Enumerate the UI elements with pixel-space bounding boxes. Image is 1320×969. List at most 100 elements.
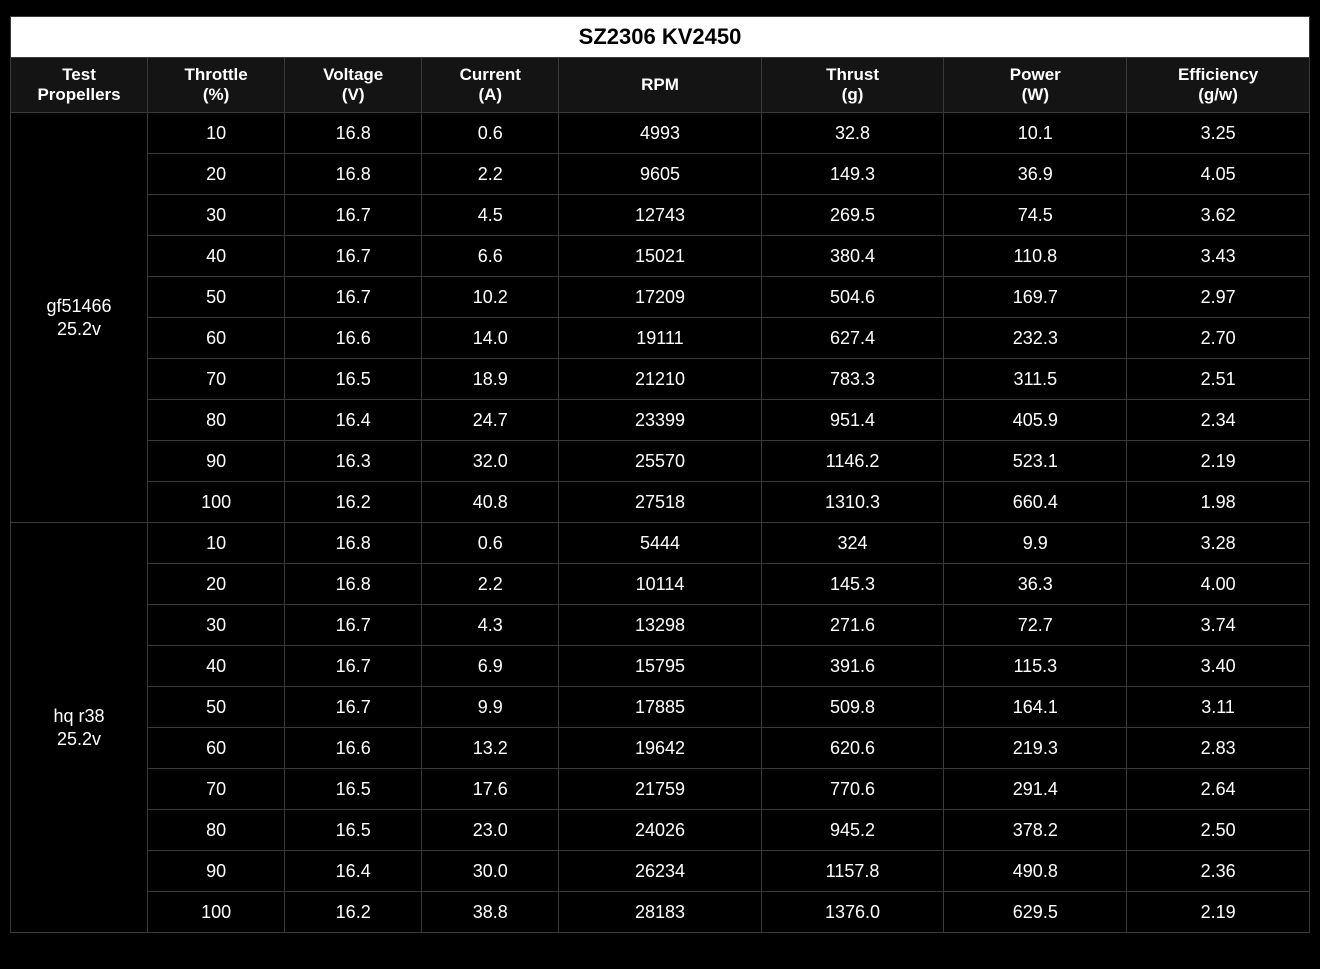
data-cell: 3.11 — [1127, 687, 1310, 728]
data-cell: 16.4 — [285, 400, 422, 441]
table-row: hq r3825.2v1016.80.654443249.93.28 — [11, 523, 1310, 564]
data-cell: 291.4 — [944, 769, 1127, 810]
data-cell: 9605 — [559, 154, 761, 195]
data-cell: 19642 — [559, 728, 761, 769]
data-cell: 38.8 — [422, 892, 559, 933]
data-cell: 2.19 — [1127, 892, 1310, 933]
data-cell: 10.2 — [422, 277, 559, 318]
data-cell: 2.2 — [422, 154, 559, 195]
data-cell: 2.97 — [1127, 277, 1310, 318]
data-cell: 269.5 — [761, 195, 944, 236]
data-cell: 20 — [148, 564, 285, 605]
data-cell: 3.25 — [1127, 113, 1310, 154]
data-cell: 40 — [148, 236, 285, 277]
data-cell: 4.3 — [422, 605, 559, 646]
data-cell: 3.28 — [1127, 523, 1310, 564]
col-head-current: Current (A) — [422, 58, 559, 113]
data-cell: 405.9 — [944, 400, 1127, 441]
data-cell: 10.1 — [944, 113, 1127, 154]
data-cell: 16.7 — [285, 236, 422, 277]
data-cell: 16.8 — [285, 523, 422, 564]
table-row: 10016.238.8281831376.0629.52.19 — [11, 892, 1310, 933]
data-cell: 16.2 — [285, 892, 422, 933]
data-cell: 783.3 — [761, 359, 944, 400]
data-cell: 629.5 — [944, 892, 1127, 933]
table-row: 5016.79.917885509.8164.13.11 — [11, 687, 1310, 728]
data-cell: 40.8 — [422, 482, 559, 523]
data-cell: 3.43 — [1127, 236, 1310, 277]
data-cell: 16.8 — [285, 113, 422, 154]
data-cell: 25570 — [559, 441, 761, 482]
data-cell: 3.62 — [1127, 195, 1310, 236]
data-cell: 14.0 — [422, 318, 559, 359]
data-cell: 0.6 — [422, 113, 559, 154]
data-cell: 1376.0 — [761, 892, 944, 933]
data-cell: 945.2 — [761, 810, 944, 851]
table-row: 8016.424.723399951.4405.92.34 — [11, 400, 1310, 441]
data-cell: 378.2 — [944, 810, 1127, 851]
data-cell: 2.70 — [1127, 318, 1310, 359]
data-cell: 169.7 — [944, 277, 1127, 318]
data-cell: 10114 — [559, 564, 761, 605]
data-cell: 21210 — [559, 359, 761, 400]
data-cell: 380.4 — [761, 236, 944, 277]
data-cell: 4993 — [559, 113, 761, 154]
data-cell: 28183 — [559, 892, 761, 933]
data-cell: 40 — [148, 646, 285, 687]
data-cell: 3.74 — [1127, 605, 1310, 646]
data-cell: 627.4 — [761, 318, 944, 359]
data-cell: 60 — [148, 728, 285, 769]
data-cell: 16.7 — [285, 277, 422, 318]
data-cell: 164.1 — [944, 687, 1127, 728]
data-cell: 4.05 — [1127, 154, 1310, 195]
data-cell: 10 — [148, 523, 285, 564]
data-cell: 24026 — [559, 810, 761, 851]
table-row: 10016.240.8275181310.3660.41.98 — [11, 482, 1310, 523]
data-cell: 6.6 — [422, 236, 559, 277]
col-head-power: Power (W) — [944, 58, 1127, 113]
data-cell: 1157.8 — [761, 851, 944, 892]
table-row: 3016.74.313298271.672.73.74 — [11, 605, 1310, 646]
col-head-propellers: Test Propellers — [11, 58, 148, 113]
data-cell: 36.3 — [944, 564, 1127, 605]
propeller-voltage: 25.2v — [57, 319, 101, 339]
data-cell: 80 — [148, 400, 285, 441]
data-cell: 149.3 — [761, 154, 944, 195]
table-row: gf5146625.2v1016.80.6499332.810.13.25 — [11, 113, 1310, 154]
data-cell: 70 — [148, 359, 285, 400]
data-cell: 70 — [148, 769, 285, 810]
data-cell: 16.8 — [285, 154, 422, 195]
data-cell: 15021 — [559, 236, 761, 277]
table-row: 6016.613.219642620.6219.32.83 — [11, 728, 1310, 769]
data-cell: 16.3 — [285, 441, 422, 482]
data-cell: 1310.3 — [761, 482, 944, 523]
data-cell: 23.0 — [422, 810, 559, 851]
column-header-row: Test Propellers Throttle (%) Voltage (V)… — [11, 58, 1310, 113]
data-cell: 660.4 — [944, 482, 1127, 523]
data-cell: 523.1 — [944, 441, 1127, 482]
propeller-name: gf51466 — [47, 296, 112, 316]
data-cell: 30 — [148, 195, 285, 236]
table-row: 6016.614.019111627.4232.32.70 — [11, 318, 1310, 359]
data-cell: 13298 — [559, 605, 761, 646]
data-cell: 30.0 — [422, 851, 559, 892]
data-cell: 20 — [148, 154, 285, 195]
propeller-name: hq r38 — [54, 706, 105, 726]
data-cell: 50 — [148, 277, 285, 318]
table-row: 2016.82.210114145.336.34.00 — [11, 564, 1310, 605]
data-cell: 324 — [761, 523, 944, 564]
table-row: 4016.76.615021380.4110.83.43 — [11, 236, 1310, 277]
data-cell: 509.8 — [761, 687, 944, 728]
data-cell: 115.3 — [944, 646, 1127, 687]
data-cell: 16.2 — [285, 482, 422, 523]
data-cell: 60 — [148, 318, 285, 359]
table-title: SZ2306 KV2450 — [11, 17, 1310, 58]
data-cell: 16.8 — [285, 564, 422, 605]
data-cell: 391.6 — [761, 646, 944, 687]
propeller-label: hq r3825.2v — [11, 523, 148, 933]
data-cell: 16.5 — [285, 359, 422, 400]
data-cell: 951.4 — [761, 400, 944, 441]
data-cell: 2.64 — [1127, 769, 1310, 810]
table-row: 7016.518.921210783.3311.52.51 — [11, 359, 1310, 400]
data-cell: 90 — [148, 851, 285, 892]
